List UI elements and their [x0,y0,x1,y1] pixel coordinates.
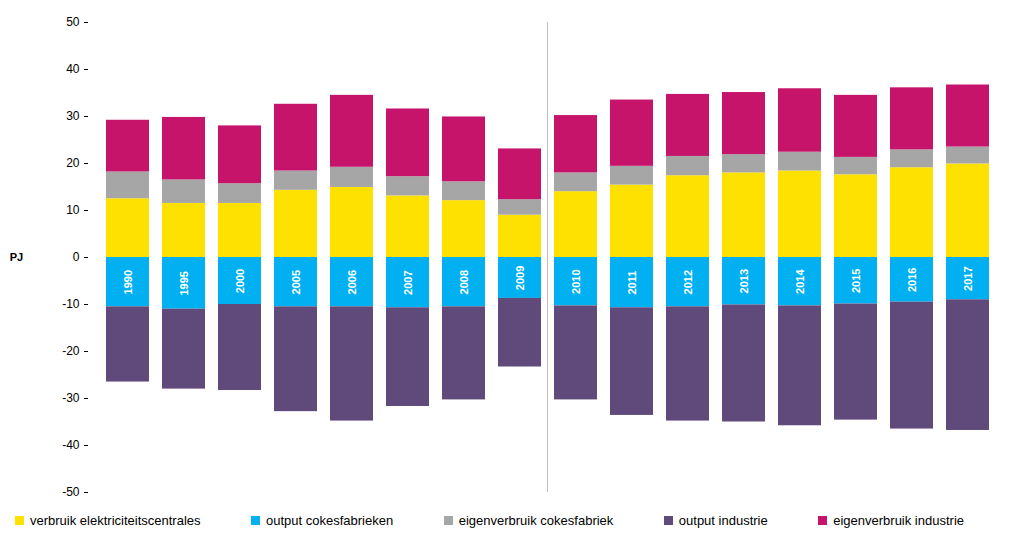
svg-text:-30: -30 [62,391,80,405]
svg-text:2015: 2015 [850,269,862,293]
svg-text:0: 0 [73,250,80,264]
svg-text:-50: -50 [62,485,80,499]
svg-text:-10: -10 [62,297,80,311]
svg-text:20: 20 [66,156,80,170]
svg-text:-40: -40 [62,438,80,452]
svg-text:2013: 2013 [738,269,750,293]
svg-text:2017: 2017 [962,266,974,290]
svg-text:2009: 2009 [514,266,526,290]
svg-text:30: 30 [66,109,80,123]
svg-text:2012: 2012 [682,270,694,294]
svg-text:PJ: PJ [10,251,23,263]
svg-text:2000: 2000 [234,269,246,293]
svg-text:50: 50 [66,15,80,29]
svg-text:2016: 2016 [906,268,918,292]
svg-text:10: 10 [66,203,80,217]
html-text:verbruik elektriciteitscentral: verbruik elektriciteitscentrales [30,513,201,528]
svg-text:2005: 2005 [290,270,302,294]
svg-text:1990: 1990 [122,270,134,294]
svg-text:2007: 2007 [402,270,414,294]
svg-text:1995: 1995 [178,271,190,295]
svg-text:2006: 2006 [346,270,358,294]
html-text:output industrie: output industrie [678,513,768,528]
svg-text:2010: 2010 [570,269,582,293]
html-text:eigenverbruik industrie: eigenverbruik industrie [833,513,964,528]
svg-text:2014: 2014 [794,269,806,294]
svg-text:2008: 2008 [458,270,470,294]
svg-text:2011: 2011 [626,271,638,295]
svg-text:40: 40 [66,62,80,76]
html-text:output cokesfabrieken: output cokesfabrieken [266,513,394,528]
html-text:eigenverbruik cokesfabriek: eigenverbruik cokesfabriek [458,513,614,528]
svg-text:-20: -20 [62,344,80,358]
